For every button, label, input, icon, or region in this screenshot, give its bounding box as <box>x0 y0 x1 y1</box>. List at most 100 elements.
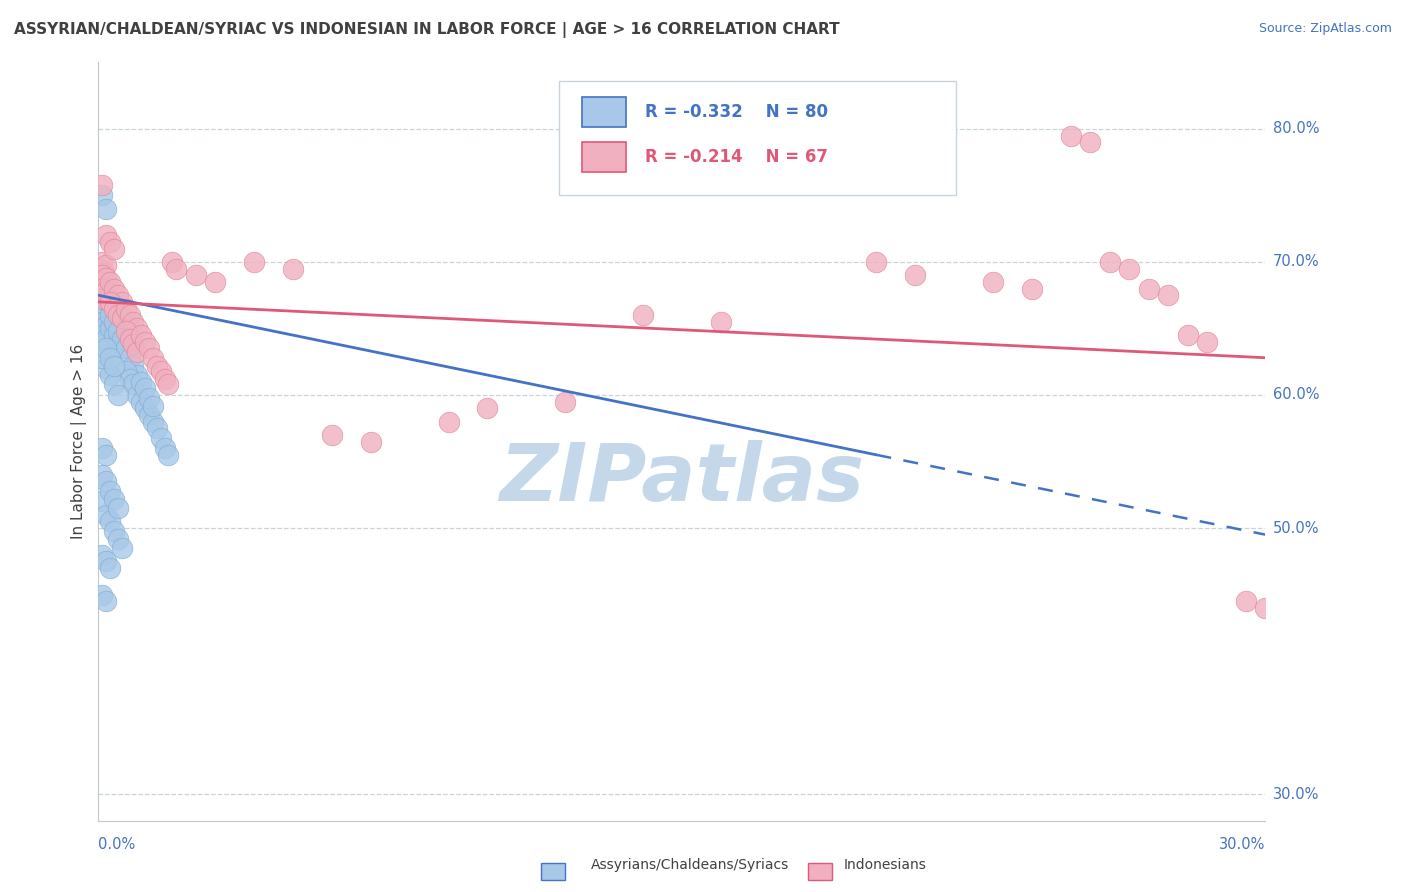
Text: Indonesians: Indonesians <box>844 858 927 872</box>
Point <box>107 501 129 516</box>
Point <box>281 261 304 276</box>
Text: 30.0%: 30.0% <box>1274 787 1320 802</box>
Point <box>96 361 118 376</box>
Point <box>204 275 226 289</box>
Point <box>138 342 160 356</box>
Point <box>243 255 266 269</box>
Point <box>98 561 121 575</box>
Point <box>360 434 382 449</box>
Point <box>91 255 114 269</box>
Point <box>129 394 152 409</box>
Point <box>1195 334 1218 349</box>
Point <box>93 279 115 293</box>
Point <box>321 428 343 442</box>
Point <box>96 292 118 306</box>
Point <box>134 334 156 349</box>
Point <box>114 342 136 356</box>
Point <box>103 377 125 392</box>
Point <box>157 448 180 462</box>
Point <box>89 308 111 322</box>
Point <box>93 292 115 306</box>
Point <box>96 271 118 285</box>
Point <box>122 337 145 351</box>
Point <box>91 268 114 283</box>
Point <box>96 554 118 568</box>
Point <box>96 228 118 243</box>
Point <box>91 282 114 296</box>
Point <box>184 268 207 283</box>
Point <box>103 242 125 256</box>
Point <box>127 368 149 382</box>
Point <box>98 368 121 382</box>
Point <box>631 308 654 322</box>
Point <box>111 332 134 346</box>
Point <box>98 321 121 335</box>
Point <box>146 421 169 435</box>
Point <box>96 448 118 462</box>
Point <box>91 441 114 455</box>
Bar <box>582 142 626 172</box>
Point <box>107 288 129 302</box>
Point <box>107 308 129 322</box>
Point <box>91 351 114 365</box>
Point <box>103 301 125 316</box>
Point <box>111 541 134 555</box>
Point <box>96 284 118 298</box>
Point <box>114 364 136 378</box>
Point <box>149 431 172 445</box>
Point <box>89 275 111 289</box>
Text: 30.0%: 30.0% <box>1219 837 1265 852</box>
Point <box>98 514 121 528</box>
Point <box>865 255 887 269</box>
Point <box>96 508 118 522</box>
Point <box>93 310 115 325</box>
Point <box>98 483 121 498</box>
Point <box>89 321 111 335</box>
Text: 70.0%: 70.0% <box>1274 254 1320 269</box>
Point <box>103 524 125 538</box>
Point <box>103 359 125 373</box>
Point <box>89 294 111 309</box>
Point <box>1254 600 1277 615</box>
Point <box>157 377 180 392</box>
Point <box>122 377 145 392</box>
Point <box>98 294 121 309</box>
Point <box>114 301 136 316</box>
Point <box>1157 288 1180 302</box>
Point <box>554 394 576 409</box>
Point <box>96 475 118 489</box>
Point <box>93 324 115 338</box>
Point <box>142 415 165 429</box>
Point <box>98 294 121 309</box>
Point <box>138 391 160 405</box>
Point <box>103 315 125 329</box>
Point <box>149 364 172 378</box>
Y-axis label: In Labor Force | Age > 16: In Labor Force | Age > 16 <box>72 344 87 539</box>
Point <box>1021 282 1043 296</box>
Point <box>107 388 129 402</box>
Point <box>1098 255 1121 269</box>
Point <box>122 359 145 373</box>
Point <box>93 297 115 311</box>
Point <box>122 315 145 329</box>
Point <box>1060 128 1083 143</box>
Text: R = -0.214    N = 67: R = -0.214 N = 67 <box>644 148 828 166</box>
Point <box>91 178 114 192</box>
Point <box>134 401 156 416</box>
Point <box>91 315 114 329</box>
Point <box>89 334 111 349</box>
Point <box>96 342 118 356</box>
Text: 50.0%: 50.0% <box>1274 521 1320 535</box>
Point <box>96 202 118 216</box>
Point <box>91 301 114 316</box>
Text: 60.0%: 60.0% <box>1274 387 1320 402</box>
Point <box>98 308 121 322</box>
Point <box>129 328 152 343</box>
Point <box>96 332 118 346</box>
Point <box>103 301 125 316</box>
Point <box>118 372 141 386</box>
Point <box>118 351 141 365</box>
Point <box>103 282 125 296</box>
Point <box>89 288 111 302</box>
Point <box>127 388 149 402</box>
